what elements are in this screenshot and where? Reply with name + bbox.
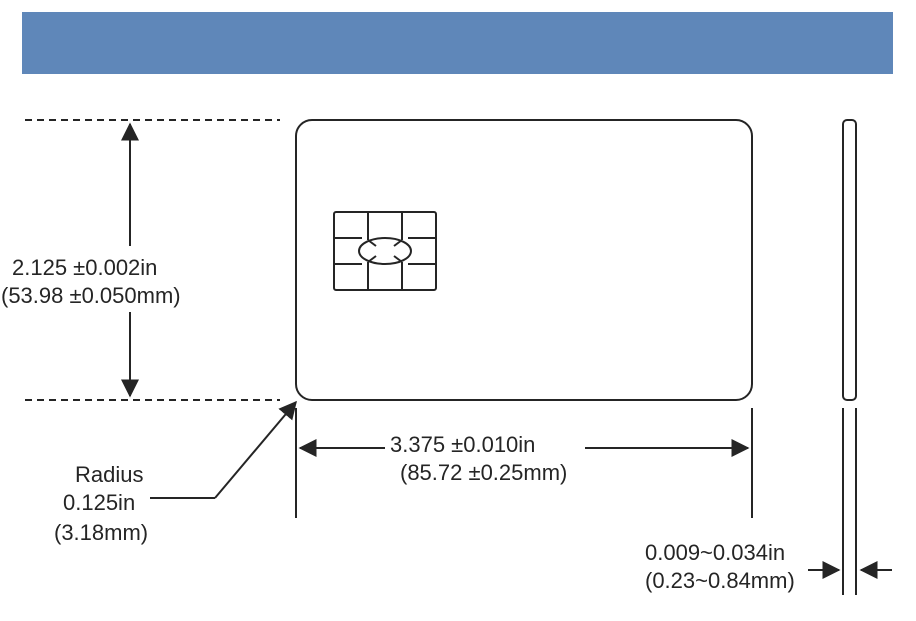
width-label-inches: 3.375 ±0.010in [390,432,535,458]
width-label-mm: (85.72 ±0.25mm) [400,460,567,486]
radius-label-mm: (3.18mm) [54,520,148,546]
diagram-canvas: 2.125 ±0.002in (53.98 ±0.050mm) 3.375 ±0… [0,0,916,621]
radius-label-word: Radius [75,462,143,488]
thickness-label-inches: 0.009~0.034in [645,540,785,566]
card-side-view [843,120,856,400]
radius-leader-arrow [215,402,296,498]
height-label-mm: (53.98 ±0.050mm) [1,283,181,309]
radius-label-inches: 0.125in [63,490,135,516]
height-label-inches: 2.125 ±0.002in [12,255,157,281]
thickness-label-mm: (0.23~0.84mm) [645,568,795,594]
